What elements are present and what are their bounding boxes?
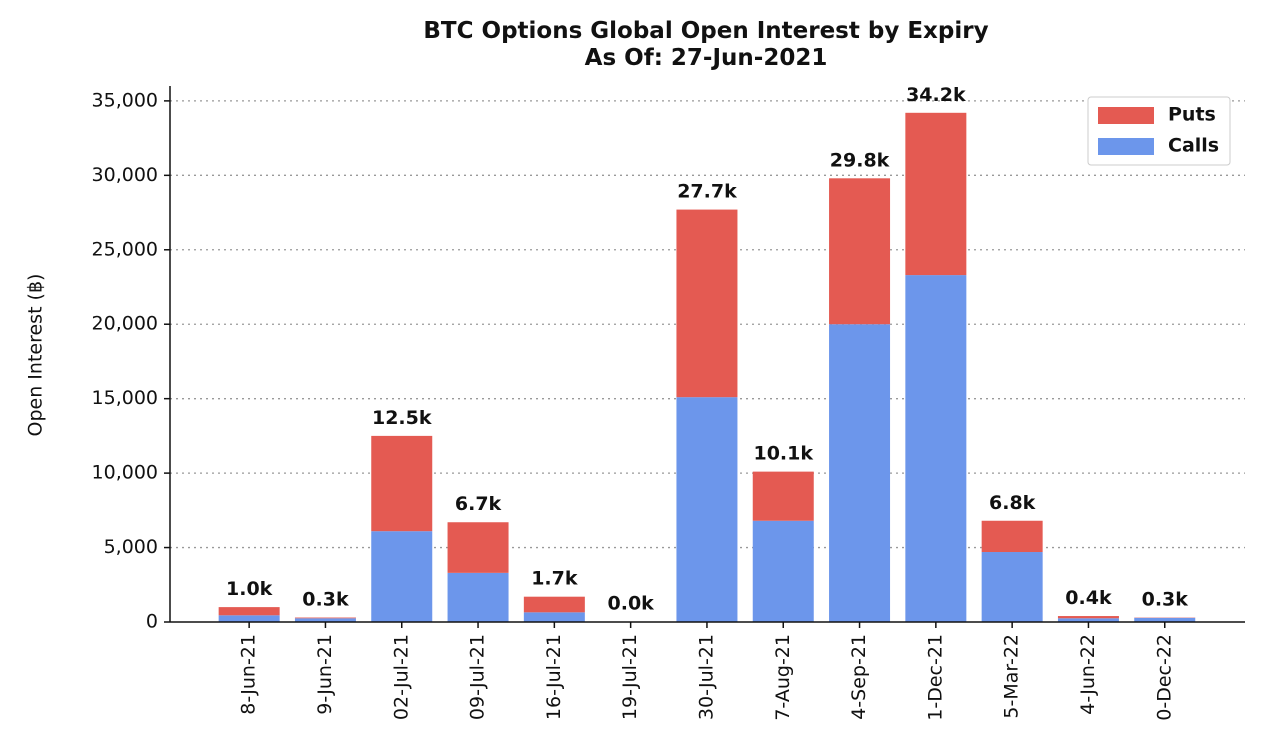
bar-segment — [982, 521, 1043, 552]
bar-segment — [1058, 616, 1119, 618]
y-tick-label: 15,000 — [92, 387, 158, 409]
legend-swatch — [1098, 138, 1154, 155]
bar-segment — [676, 210, 737, 398]
x-tick-label: 8-Jun-21 — [238, 634, 260, 715]
total-label: 1.0k — [226, 578, 273, 600]
y-tick-label: 25,000 — [92, 238, 158, 260]
bar-segment — [753, 472, 814, 521]
legend-label: Puts — [1168, 104, 1216, 126]
total-label: 0.3k — [302, 589, 349, 611]
total-label: 0.4k — [1065, 587, 1112, 609]
y-axis-label: Open Interest (฿) — [25, 274, 47, 437]
total-label: 6.7k — [455, 493, 502, 515]
legend-label: Calls — [1168, 135, 1219, 157]
y-tick-label: 0 — [146, 611, 158, 633]
total-label: 10.1k — [753, 443, 813, 465]
x-tick-label: 4-Sep-21 — [848, 634, 870, 720]
bar-segment — [448, 573, 509, 622]
x-tick-label: 30-Jul-21 — [695, 634, 717, 720]
x-tick-label: 9-Jun-21 — [314, 634, 336, 715]
x-tick-label: 0-Dec-22 — [1153, 634, 1175, 721]
total-label: 12.5k — [372, 407, 432, 429]
bar-segment — [524, 597, 585, 613]
bar-segment — [524, 612, 585, 622]
bar-segment — [219, 615, 280, 622]
y-tick-label: 35,000 — [92, 89, 158, 111]
x-tick-label: 4-Jun-22 — [1077, 634, 1099, 715]
x-tick-label: 19-Jul-21 — [619, 634, 641, 720]
bar-segment — [219, 607, 280, 615]
x-tick-label: 5-Mar-22 — [1001, 634, 1023, 719]
bar-segment — [982, 552, 1043, 622]
total-label: 0.3k — [1142, 589, 1189, 611]
total-label: 29.8k — [830, 149, 890, 171]
x-tick-label: 7-Aug-21 — [772, 634, 794, 721]
legend-swatch — [1098, 107, 1154, 124]
chart-title: BTC Options Global Open Interest by Expi… — [423, 18, 988, 44]
x-tick-label: 1-Dec-21 — [924, 634, 946, 721]
x-tick-label: 09-Jul-21 — [467, 634, 489, 720]
y-tick-label: 5,000 — [104, 536, 158, 558]
bar-segment — [371, 436, 432, 531]
bar-segment — [371, 531, 432, 622]
y-tick-label: 20,000 — [92, 313, 158, 335]
bar-segment — [829, 324, 890, 622]
bar-segment — [905, 113, 966, 275]
total-label: 0.0k — [608, 593, 655, 615]
bar-segment — [905, 275, 966, 622]
total-label: 6.8k — [989, 492, 1036, 514]
total-label: 1.7k — [531, 568, 578, 590]
x-tick-label: 16-Jul-21 — [543, 634, 565, 720]
bar-segment — [753, 521, 814, 622]
bar-segment — [676, 397, 737, 622]
total-label: 34.2k — [906, 84, 966, 106]
bar-segment — [295, 618, 356, 619]
chart-subtitle: As Of: 27-Jun-2021 — [585, 45, 828, 71]
y-tick-label: 10,000 — [92, 462, 158, 484]
bar-segment — [829, 178, 890, 324]
y-tick-label: 30,000 — [92, 164, 158, 186]
x-tick-label: 02-Jul-21 — [390, 634, 412, 720]
total-label: 27.7k — [677, 181, 737, 203]
bar-segment — [448, 522, 509, 573]
